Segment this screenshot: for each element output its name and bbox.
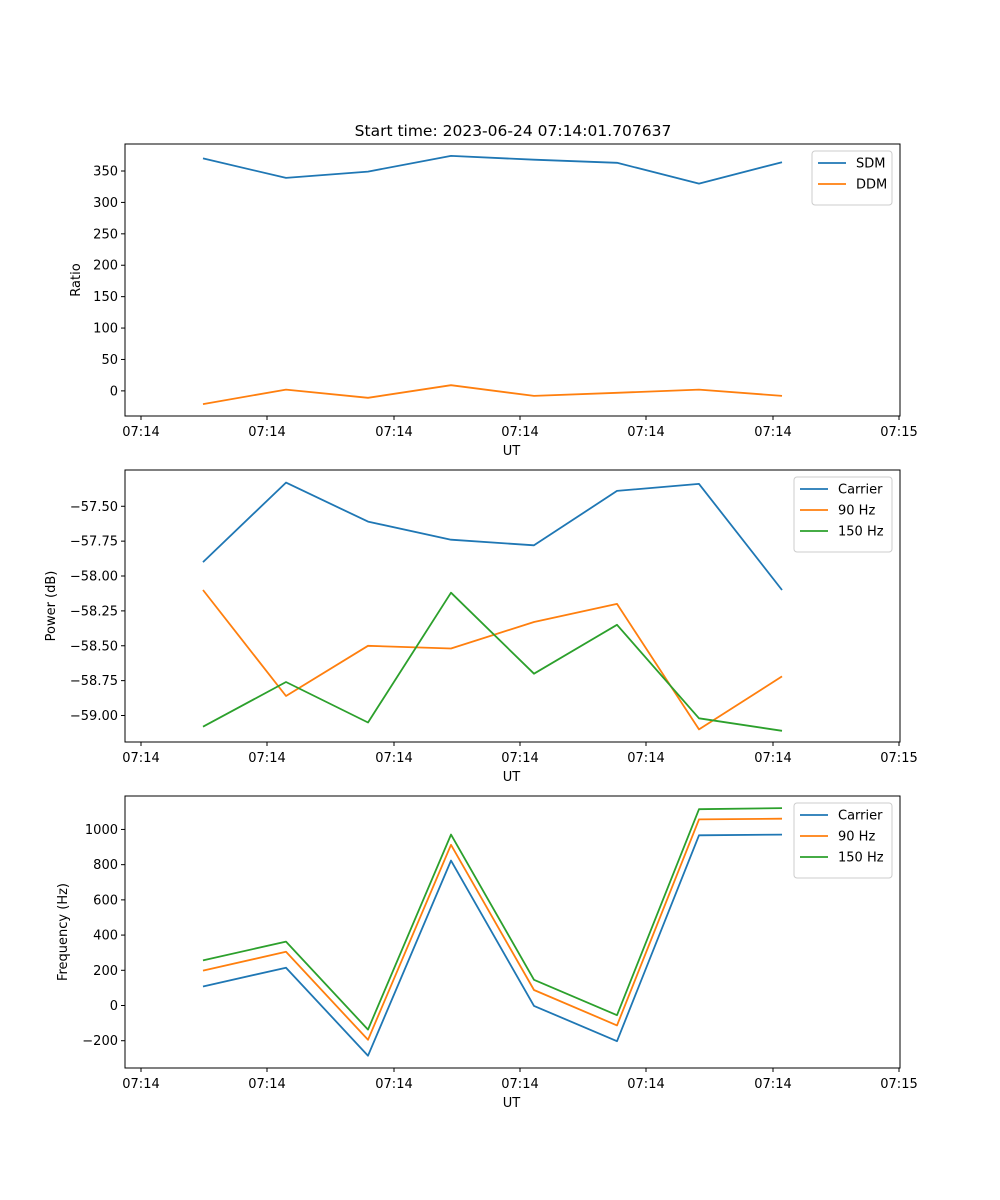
legend-label: 90 Hz — [838, 830, 875, 845]
y-tick-label: 50 — [101, 353, 118, 368]
y-tick-label: −58.00 — [70, 570, 118, 585]
x-tick-label: 07:14 — [375, 425, 412, 440]
y-tick-label: 200 — [93, 964, 118, 979]
series-line-150-hz — [202, 591, 783, 732]
series-line-carrier — [202, 481, 783, 591]
legend-frame — [811, 150, 893, 206]
x-tick-label: 07:14 — [248, 1077, 285, 1092]
y-tick-label: −58.75 — [70, 674, 118, 689]
legend: SDM DDM — [811, 150, 893, 206]
series-line-ddm — [202, 384, 783, 405]
y-tick-label: 0 — [110, 999, 118, 1014]
y-tick-label: 600 — [93, 893, 118, 908]
panels: 07:14 07:14 07:14 07:14 07:14 07:14 07:15 UT 0 50… — [44, 143, 918, 1111]
series-line-sdm — [202, 154, 783, 185]
x-tick-label: 07:14 — [627, 751, 664, 766]
legend-label: SDM — [856, 157, 885, 172]
y-tick-label: −57.50 — [70, 500, 118, 515]
y-tick-label: 400 — [93, 929, 118, 944]
legend-label: 150 Hz — [838, 851, 884, 866]
y-tick-label: 1000 — [85, 823, 118, 838]
axes-frame — [124, 143, 901, 417]
legend-label: 150 Hz — [838, 525, 884, 540]
x-tick-label: 07:14 — [375, 751, 412, 766]
legend-label: Carrier — [838, 809, 883, 824]
x-tick-label: 07:15 — [880, 425, 917, 440]
legend-frame — [793, 802, 893, 879]
x-tick-label: 07:14 — [375, 1077, 412, 1092]
x-tick-label: 07:15 — [880, 1077, 917, 1092]
panel-3: 07:14 07:14 07:14 07:14 07:14 07:14 07:15 UT −20… — [56, 795, 918, 1111]
x-tick-label: 07:14 — [122, 1077, 159, 1092]
y-tick-label: −59.00 — [70, 709, 118, 724]
x-tick-label: 07:14 — [122, 751, 159, 766]
x-tick-label: 07:14 — [754, 1077, 791, 1092]
legend-label: DDM — [856, 178, 887, 193]
y-tick-label: 150 — [93, 290, 118, 305]
series-line-carrier — [202, 833, 783, 1057]
x-tick-label: 07:14 — [501, 1077, 538, 1092]
series-line-90-hz — [202, 817, 783, 1041]
y-tick-label: 300 — [93, 196, 118, 211]
figure-title: Start time: 2023-06-24 07:14:01.707637 — [355, 122, 672, 140]
y-tick-label: 350 — [93, 165, 118, 180]
y-tick-label: −200 — [82, 1034, 118, 1049]
x-tick-label: 07:14 — [248, 425, 285, 440]
y-tick-label: −57.75 — [70, 535, 118, 550]
legend-label: Carrier — [838, 483, 883, 498]
x-tick-label: 07:15 — [880, 751, 917, 766]
x-axis-label: UT — [503, 444, 521, 459]
legend: Carrier 90 Hz 150 Hz — [793, 476, 893, 553]
x-axis-label: UT — [503, 1096, 521, 1111]
panel-2: 07:14 07:14 07:14 07:14 07:14 07:14 07:15 UT −57… — [44, 469, 918, 785]
y-axis-label: Frequency (Hz) — [56, 883, 71, 981]
y-tick-label: 800 — [93, 858, 118, 873]
legend-frame — [793, 476, 893, 553]
axes-frame — [124, 795, 901, 1069]
x-tick-label: 07:14 — [248, 751, 285, 766]
x-tick-label: 07:14 — [501, 751, 538, 766]
y-tick-label: 0 — [110, 384, 118, 399]
y-axis-label: Power (dB) — [44, 571, 59, 642]
y-tick-label: −58.50 — [70, 639, 118, 654]
series-line-90-hz — [202, 589, 783, 731]
x-tick-label: 07:14 — [501, 425, 538, 440]
y-tick-label: 200 — [93, 259, 118, 274]
y-tick-label: 250 — [93, 227, 118, 242]
x-tick-label: 07:14 — [627, 425, 664, 440]
x-tick-label: 07:14 — [122, 425, 159, 440]
panel-1: 07:14 07:14 07:14 07:14 07:14 07:14 07:15 UT 0 50… — [69, 143, 918, 459]
x-axis-label: UT — [503, 770, 521, 785]
x-tick-label: 07:14 — [627, 1077, 664, 1092]
legend: Carrier 90 Hz 150 Hz — [793, 802, 893, 879]
x-tick-label: 07:14 — [754, 751, 791, 766]
x-tick-label: 07:14 — [754, 425, 791, 440]
axes-frame — [124, 469, 901, 743]
y-tick-label: 100 — [93, 322, 118, 337]
y-axis-label: Ratio — [69, 263, 84, 296]
series-line-150-hz — [202, 807, 783, 1031]
y-tick-label: −58.25 — [70, 604, 118, 619]
legend-label: 90 Hz — [838, 504, 875, 519]
